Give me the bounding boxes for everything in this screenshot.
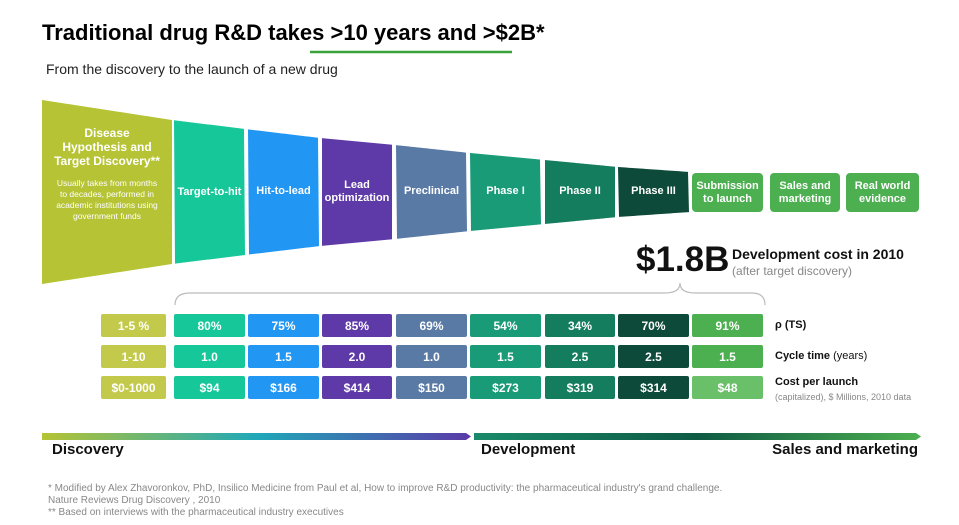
table-cell: 75%	[248, 314, 319, 337]
table-cell: 69%	[396, 314, 467, 337]
discovery-arrow	[42, 433, 471, 440]
table-cell: 1-10	[101, 345, 166, 368]
table-cell: 1.5	[248, 345, 319, 368]
table-cell: 2.5	[545, 345, 615, 368]
stage-shape	[42, 100, 172, 284]
table-cell: $94	[174, 376, 245, 399]
stage-label-box: Real world evidence	[846, 173, 919, 212]
stage-shape	[248, 129, 319, 255]
table-cell: 1.0	[396, 345, 467, 368]
stage-label-box: Target-to-hit	[174, 129, 245, 255]
stage-shape	[618, 167, 689, 217]
table-cell: 2.5	[618, 345, 689, 368]
stage-label: Phase II	[559, 185, 601, 198]
table-cell: $414	[322, 376, 392, 399]
stage-label-box: Phase II	[545, 167, 615, 218]
stage-label: Hit-to-lead	[256, 185, 311, 198]
stage-label: Submission to launch	[696, 179, 759, 205]
table-cell: $166	[248, 376, 319, 399]
stage-label: Phase III	[631, 185, 676, 198]
cost-label: Development cost in 2010	[732, 246, 904, 262]
row-label-box: Cycle time (years)	[775, 350, 867, 362]
stage-label-box: Disease Hypothesis and Target Discovery*…	[42, 126, 172, 246]
stage-label: Lead optimization	[324, 178, 390, 204]
stage-label-box: Phase I	[470, 160, 541, 225]
stage-label: Real world evidence	[854, 179, 911, 205]
table-cell: $150	[396, 376, 467, 399]
table-cell: 1-5 %	[101, 314, 166, 337]
table-cell: 85%	[322, 314, 392, 337]
row-label: Cost per launch	[775, 376, 859, 388]
stage-shape	[846, 173, 919, 212]
title: Traditional drug R&D takes >10 years and…	[42, 20, 545, 45]
stage-label-box: Hit-to-lead	[248, 138, 319, 246]
stage-shape	[396, 145, 467, 239]
cost-amount: $1.8B	[636, 240, 730, 279]
table-cell: $273	[470, 376, 541, 399]
table-cell: $48	[692, 376, 763, 399]
table-cell: 54%	[470, 314, 541, 337]
stage-label: Phase I	[486, 185, 525, 198]
stage-label-box: Phase III	[618, 172, 689, 212]
footnote: ** Based on interviews with the pharmace…	[48, 507, 344, 518]
stage-shape	[322, 138, 392, 246]
row-label: Cycle time	[775, 350, 831, 362]
table-cell: 1.5	[470, 345, 541, 368]
stage-label: Disease Hypothesis and Target Discovery*…	[54, 126, 160, 168]
row-note: (capitalized), $ Millions, 2010 data	[775, 392, 912, 402]
stage-label-box: Preclinical	[396, 153, 467, 232]
footnote: * Modified by Alex Zhavoronkov, PhD, Ins…	[48, 483, 723, 494]
table-cell: 2.0	[322, 345, 392, 368]
row-label-box: Cost per launch	[775, 376, 858, 388]
cost-note: (after target discovery)	[732, 264, 853, 278]
row-unit: (years)	[833, 350, 868, 362]
stage-label: Target-to-hit	[177, 185, 242, 198]
table-cell: 1.0	[174, 345, 245, 368]
table-cell: 80%	[174, 314, 245, 337]
footnote: Nature Reviews Drug Discovery , 2010	[48, 495, 221, 506]
table-cell: 34%	[545, 314, 615, 337]
table-cell: 91%	[692, 314, 763, 337]
table-cell: 70%	[618, 314, 689, 337]
table-cell: $314	[618, 376, 689, 399]
stage-note: Usually takes from months to decades, pe…	[56, 178, 158, 221]
phase-label: Development	[481, 441, 576, 458]
development-arrow	[474, 433, 921, 440]
table-cell: 1.5	[692, 345, 763, 368]
stage-shape	[470, 153, 541, 231]
table-cell: $319	[545, 376, 615, 399]
subtitle: From the discovery to the launch of a ne…	[46, 61, 338, 77]
phase-label: Sales and marketing	[772, 441, 918, 458]
brace	[174, 282, 766, 306]
stage-label: Sales and marketing	[778, 179, 832, 205]
phase-label: Discovery	[52, 441, 124, 458]
stage-shape	[174, 120, 245, 264]
stage-label: Preclinical	[403, 185, 460, 198]
table-cell: $0-1000	[101, 376, 166, 399]
stage-label-box: Lead optimization	[322, 145, 392, 240]
stage-label-box: Submission to launch	[692, 173, 763, 212]
stage-shape	[545, 160, 615, 224]
row-label: ρ (TS)	[775, 319, 807, 331]
row-label-box: ρ (TS)	[775, 319, 806, 331]
stage-shape	[692, 173, 763, 212]
stage-label-box: Sales and marketing	[770, 173, 840, 212]
stage-shape	[770, 173, 840, 212]
